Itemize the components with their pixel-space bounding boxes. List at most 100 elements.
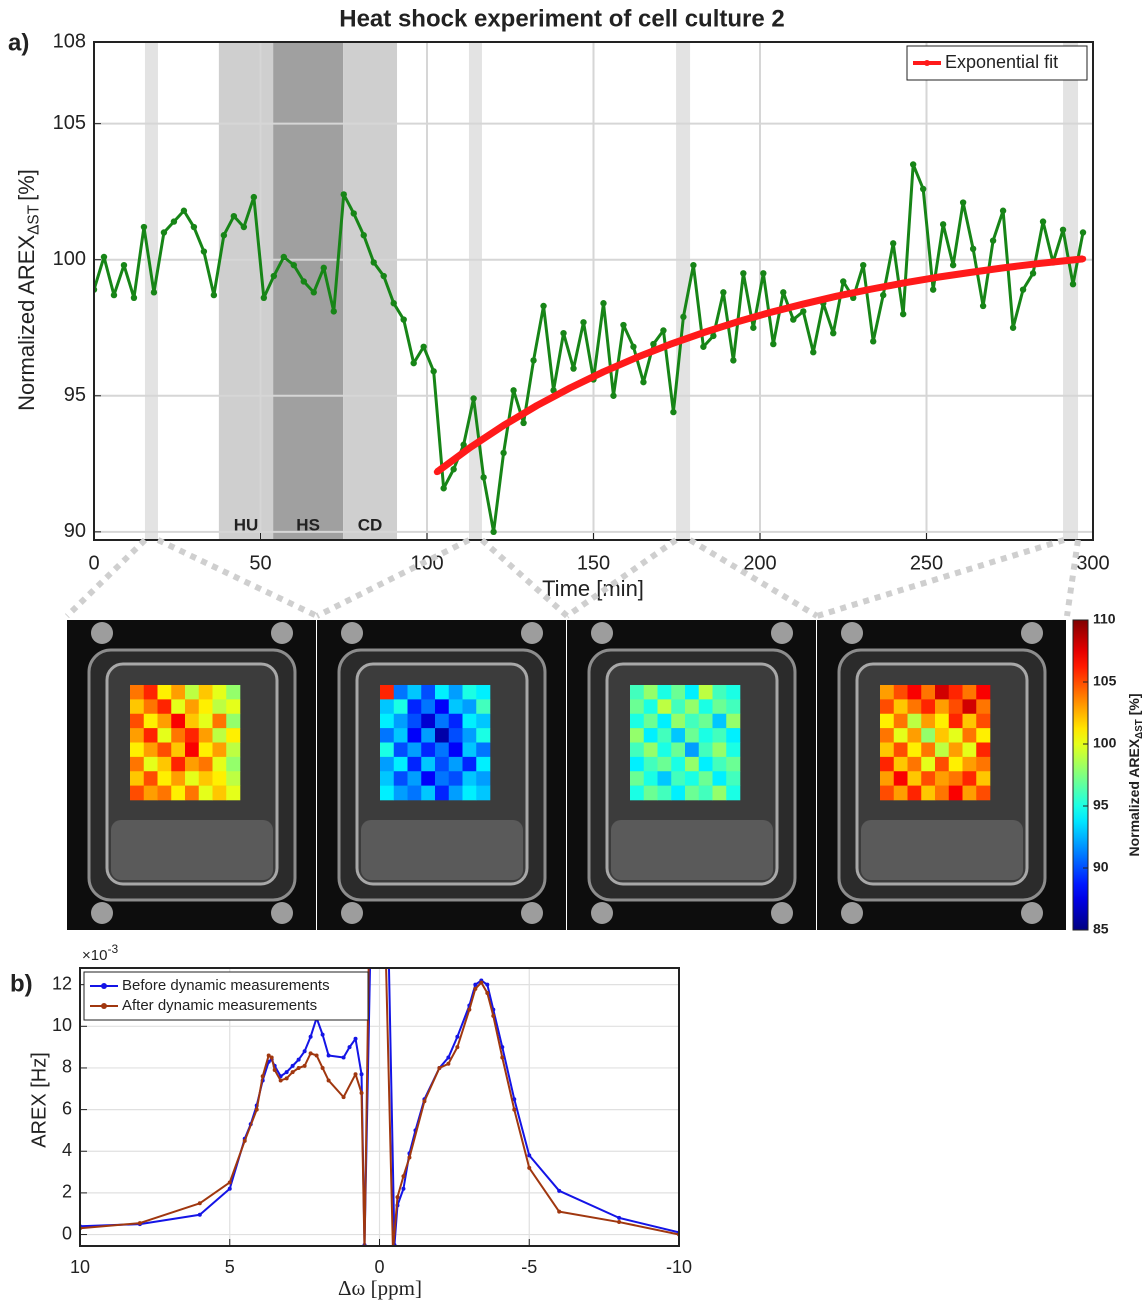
heatmap-cell [948,756,963,772]
data-point [137,1221,142,1226]
data-point [939,221,947,228]
heatmap-cell [726,713,741,729]
data-point [269,1055,274,1060]
data-point [766,309,774,316]
heatmap-cell [407,728,422,743]
heatmap-cell [893,699,908,715]
heatmap-cell [921,785,936,801]
heatmap-cell [462,713,477,729]
heatmap-cell [448,728,463,743]
colorbar-tick-label: 100 [1093,735,1117,751]
data-point [760,270,767,277]
data-point [1029,270,1037,277]
data-point [512,1107,517,1112]
heatmap-cell [462,699,477,715]
y-axis-label: AREX [Hz] [28,1052,50,1148]
data-point [330,308,337,315]
data-point [391,1249,395,1253]
data-point [227,1186,232,1191]
data-point [370,259,377,266]
y-tick-label: 8 [62,1057,72,1077]
data-point [430,368,437,375]
data-point [380,272,387,280]
heatmap-cell [948,728,963,743]
shaded-region [273,42,344,540]
data-point [350,210,357,217]
heatmap-cell [143,685,158,700]
connector [315,537,471,619]
heatmap-cell [880,699,895,715]
data-point [510,387,517,394]
label-main: Normalized AREX [1126,738,1142,856]
heatmap-cell [448,742,463,758]
heatmap-cell [462,742,477,758]
heatmap-cell [657,685,672,700]
data-point [730,357,737,364]
heatmap-cell [962,756,977,772]
data-point [440,485,447,492]
data-point [314,1053,319,1058]
data-point [833,292,840,300]
colorbar-tick-label: 85 [1093,921,1109,937]
heatmap-cell [935,742,950,758]
heatmap-cell [698,785,713,801]
heatmap-cell [698,699,713,715]
heatmap-cell [907,685,922,700]
heatmap-cell [880,728,895,743]
legend-marker [101,1003,107,1009]
panel-label: b) [10,970,33,997]
heatmap-cell [421,699,436,715]
heatmap-cell [962,785,977,801]
heatmap-cell [130,756,145,772]
data-point [210,291,218,299]
data-point [310,289,317,296]
heatmap-cell [712,713,727,729]
y-tick-label: 90 [64,520,86,542]
heatmap-cell [393,756,408,772]
data-point [450,466,457,473]
heatmap-cell [171,699,186,715]
data-point [710,332,717,340]
data-point [999,207,1007,214]
heatmap-cell [712,756,727,772]
data-point [200,248,208,255]
data-point [190,223,198,231]
heatmap-cell [435,771,450,786]
heatmap-cell [421,756,436,772]
heatmap-cell [643,785,658,801]
data-point [890,240,897,247]
heatmap-cell [157,785,172,801]
data-point [999,264,1007,272]
heatmap-cell [171,713,186,729]
label-unit: [%] [14,169,39,201]
heatmap-cell [948,699,963,715]
heatmap-cell [976,699,991,715]
heatmap-cell [435,728,450,743]
data-point [470,395,477,402]
panel-label: a) [8,29,29,56]
data-point [407,1155,412,1160]
mri-marker [591,622,613,644]
data-point [308,1034,313,1039]
data-point [617,1215,622,1220]
heatmap-cell [976,785,991,801]
heatmap-cell [185,771,200,786]
data-point [280,253,288,261]
data-point [302,1049,307,1054]
data-point [130,294,138,302]
data-point [650,340,657,348]
data-point [260,1074,265,1079]
data-point [296,1057,301,1062]
data-point [367,941,371,945]
data-point [810,349,817,356]
data-point [460,441,467,448]
data-point [1079,229,1087,236]
data-point [254,1107,259,1112]
data-point [491,1013,496,1018]
heatmap-cell [921,771,936,786]
heatmap-cell [893,785,908,801]
heatmap-cell [226,785,241,801]
x-tick-label: 200 [743,552,776,574]
heatmap-cell [380,742,395,758]
